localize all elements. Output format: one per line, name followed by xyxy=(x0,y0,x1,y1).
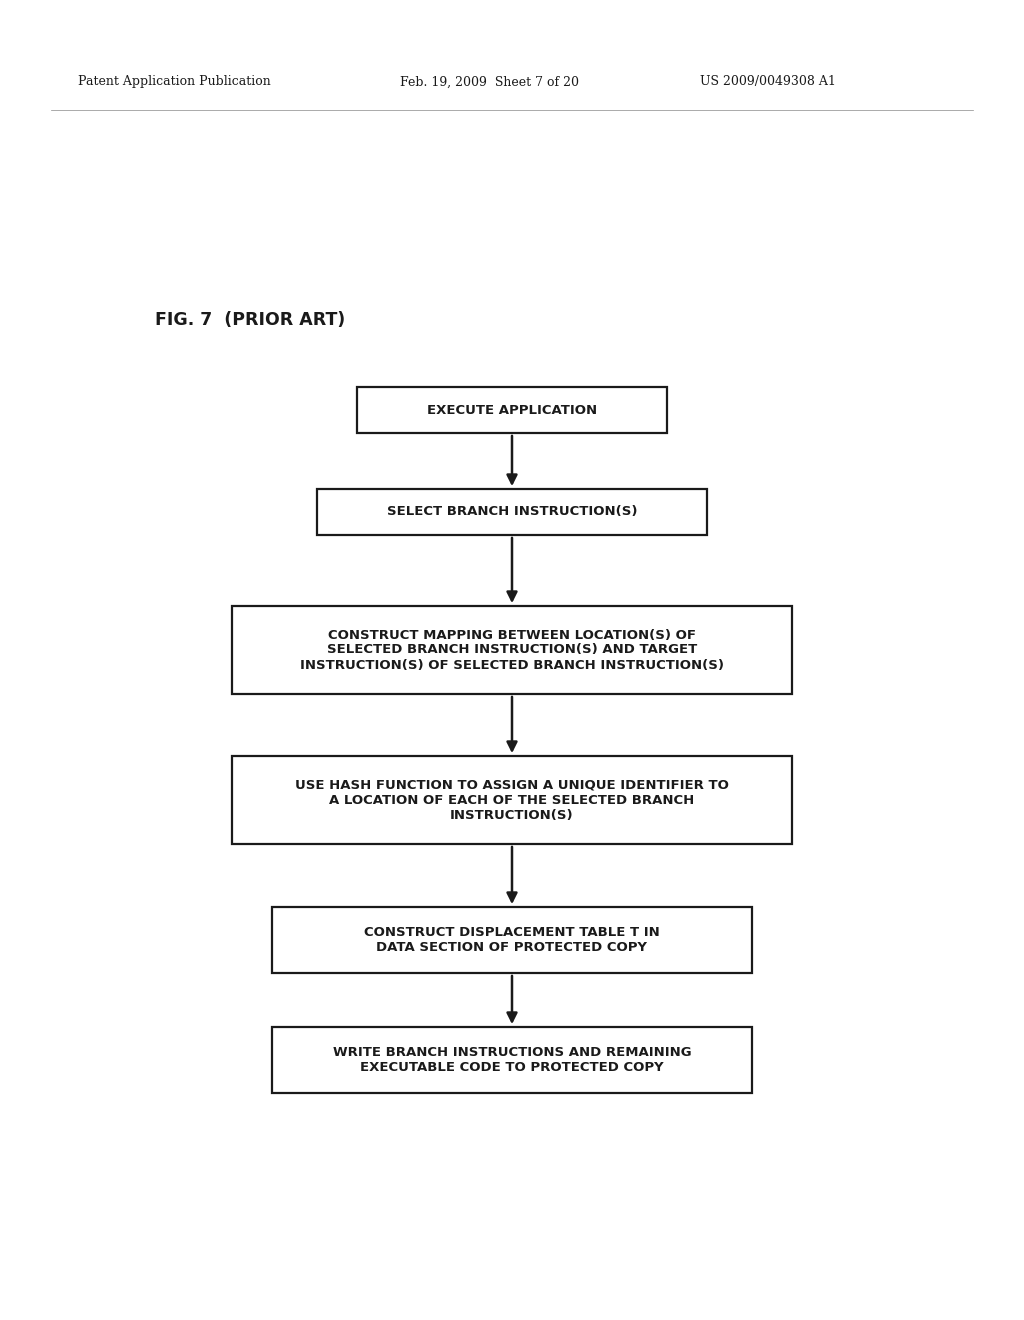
Text: Patent Application Publication: Patent Application Publication xyxy=(78,75,270,88)
FancyBboxPatch shape xyxy=(317,488,707,535)
Text: CONSTRUCT MAPPING BETWEEN LOCATION(S) OF
SELECTED BRANCH INSTRUCTION(S) AND TARG: CONSTRUCT MAPPING BETWEEN LOCATION(S) OF… xyxy=(300,628,724,672)
Text: WRITE BRANCH INSTRUCTIONS AND REMAINING
EXECUTABLE CODE TO PROTECTED COPY: WRITE BRANCH INSTRUCTIONS AND REMAINING … xyxy=(333,1045,691,1074)
FancyBboxPatch shape xyxy=(232,606,792,694)
FancyBboxPatch shape xyxy=(232,756,792,843)
Text: SELECT BRANCH INSTRUCTION(S): SELECT BRANCH INSTRUCTION(S) xyxy=(387,506,637,519)
FancyBboxPatch shape xyxy=(357,387,667,433)
Text: CONSTRUCT DISPLACEMENT TABLE T IN
DATA SECTION OF PROTECTED COPY: CONSTRUCT DISPLACEMENT TABLE T IN DATA S… xyxy=(365,927,659,954)
Text: US 2009/0049308 A1: US 2009/0049308 A1 xyxy=(700,75,836,88)
Text: EXECUTE APPLICATION: EXECUTE APPLICATION xyxy=(427,404,597,417)
Text: USE HASH FUNCTION TO ASSIGN A UNIQUE IDENTIFIER TO
A LOCATION OF EACH OF THE SEL: USE HASH FUNCTION TO ASSIGN A UNIQUE IDE… xyxy=(295,779,729,821)
FancyBboxPatch shape xyxy=(272,907,752,973)
Text: FIG. 7  (PRIOR ART): FIG. 7 (PRIOR ART) xyxy=(155,312,345,329)
FancyBboxPatch shape xyxy=(272,1027,752,1093)
Text: Feb. 19, 2009  Sheet 7 of 20: Feb. 19, 2009 Sheet 7 of 20 xyxy=(400,75,579,88)
